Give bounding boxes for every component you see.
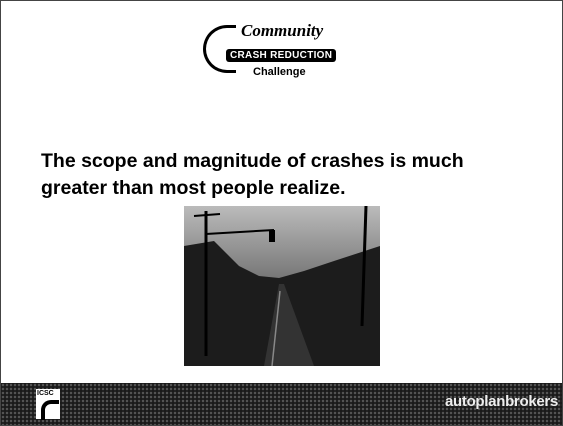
body-text: The scope and magnitude of crashes is mu… bbox=[41, 148, 531, 202]
photo bbox=[184, 206, 380, 366]
icsc-logo: ICSC bbox=[36, 389, 60, 419]
logo-sub: Challenge bbox=[253, 66, 306, 78]
logo-banner: CRASH REDUCTION bbox=[226, 49, 336, 62]
footer: ICSC autoplanbrokers bbox=[1, 383, 562, 425]
logo-script: Community bbox=[241, 21, 323, 41]
logo: Community CRASH REDUCTION Challenge bbox=[201, 19, 371, 89]
signal bbox=[269, 230, 275, 242]
autoplan-logo: autoplanbrokers bbox=[445, 393, 558, 410]
icsc-text: ICSC bbox=[37, 390, 54, 397]
slide: Community CRASH REDUCTION Challenge The … bbox=[0, 0, 563, 426]
